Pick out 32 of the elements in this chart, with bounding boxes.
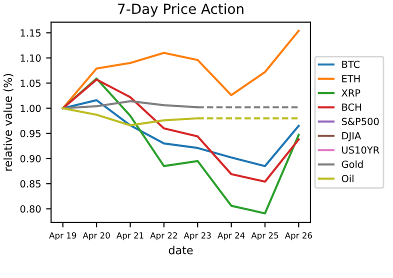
legend-label: ETH [342,75,360,82]
y-axis-title: relative value (%) [3,74,14,171]
x-tick-label: Apr 24 [218,232,245,240]
legend-label: XRP [342,89,360,96]
y-tick-label: 0.85 [20,180,41,188]
chart-title: 7-Day Price Action [118,3,244,17]
legend-label: Gold [342,160,363,168]
y-tick-label: 0.90 [20,155,41,162]
x-tick-label: Apr 23 [184,232,211,240]
x-tick-label: Apr 25 [251,232,278,240]
y-tick-label: 1.05 [20,80,41,87]
x-tick-label: Apr 26 [284,232,312,240]
y-tick-label: 0.80 [20,205,41,213]
legend-label: DJIA [342,132,362,142]
y-tick-label: 0.95 [20,130,41,138]
x-tick-label: Apr 22 [150,232,177,240]
line-series [62,99,300,168]
legend-label: S&P500 [342,118,379,126]
x-axis-title: date [168,246,193,254]
line-series [62,78,300,183]
x-tick-label: Apr 21 [116,232,144,240]
legend-label: BTC [342,60,360,68]
x-tick-label: Apr 20 [82,232,110,240]
x-tick-label: Apr 19 [49,232,76,240]
legend-label: Oil [342,174,354,182]
legend-label: US10YR [342,146,380,154]
legend-label: BCH [342,104,361,111]
y-tick-label: 1.10 [20,54,41,62]
line-series [62,30,300,110]
line-series [62,78,300,214]
y-tick-label: 1.00 [20,104,41,112]
y-tick-label: 1.15 [20,29,41,37]
